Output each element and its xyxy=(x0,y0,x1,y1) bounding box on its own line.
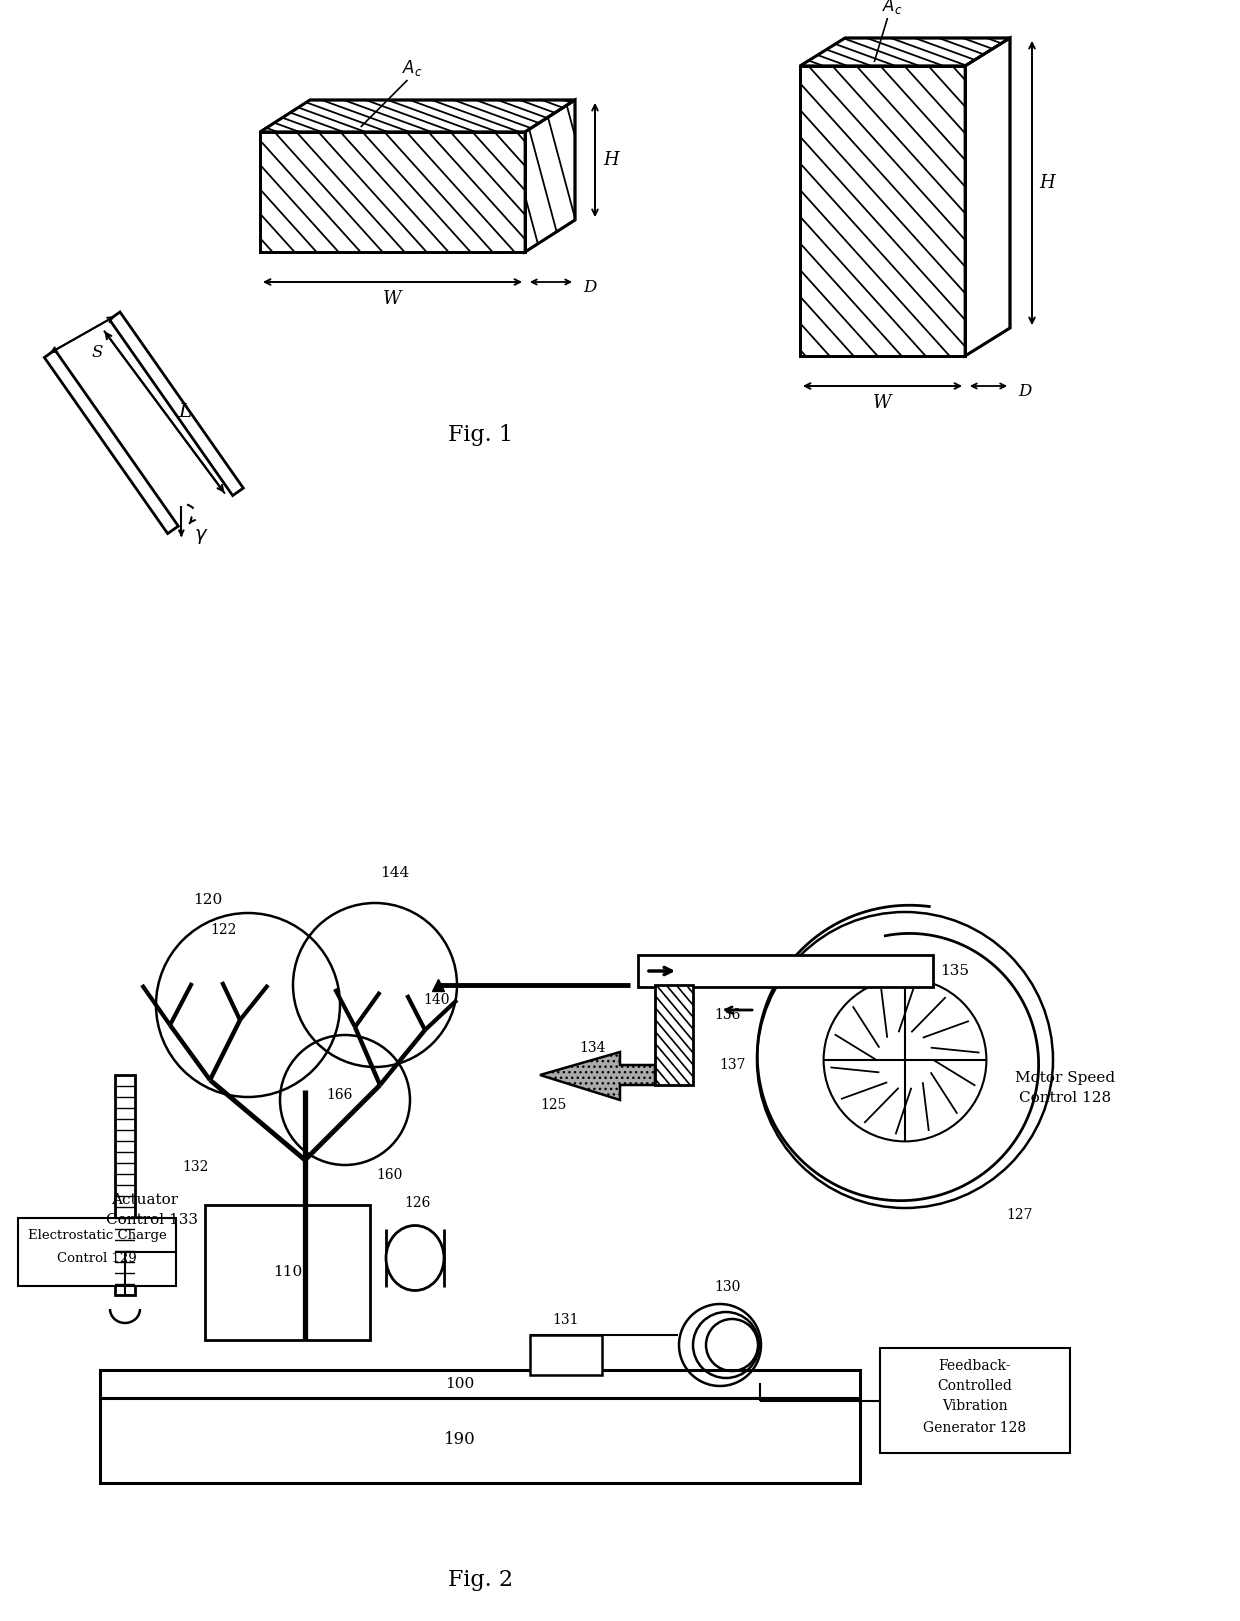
Polygon shape xyxy=(260,131,525,251)
Text: 160: 160 xyxy=(377,1169,403,1182)
Text: Control 133: Control 133 xyxy=(105,1213,198,1227)
Bar xyxy=(205,1204,370,1341)
Text: 144: 144 xyxy=(381,866,409,880)
Bar xyxy=(529,1336,601,1375)
Text: 120: 120 xyxy=(193,893,223,908)
Text: 100: 100 xyxy=(445,1376,475,1391)
Text: H: H xyxy=(1039,173,1055,191)
Text: Actuator: Actuator xyxy=(112,1193,179,1208)
Text: 131: 131 xyxy=(553,1313,579,1328)
Bar xyxy=(19,1217,176,1285)
Polygon shape xyxy=(109,311,243,496)
Text: W: W xyxy=(873,394,892,412)
Text: Electrostatic Charge: Electrostatic Charge xyxy=(27,1229,166,1243)
Text: Motor Speed: Motor Speed xyxy=(1014,1071,1115,1084)
Polygon shape xyxy=(800,37,1011,66)
Text: D: D xyxy=(583,279,596,295)
Text: $A_c$: $A_c$ xyxy=(402,58,423,78)
Text: 166: 166 xyxy=(327,1088,353,1102)
Text: S: S xyxy=(92,344,103,361)
Polygon shape xyxy=(539,1052,655,1101)
Bar xyxy=(639,955,932,987)
Polygon shape xyxy=(525,101,575,251)
Text: 190: 190 xyxy=(444,1431,476,1449)
Text: 125: 125 xyxy=(539,1097,567,1112)
Text: 132: 132 xyxy=(182,1161,208,1174)
Text: 134: 134 xyxy=(580,1041,606,1055)
Text: 140: 140 xyxy=(424,994,450,1007)
Text: 122: 122 xyxy=(210,922,236,937)
Text: Control 129: Control 129 xyxy=(57,1251,136,1264)
Text: 130: 130 xyxy=(714,1281,742,1294)
Text: Controlled: Controlled xyxy=(937,1379,1012,1392)
Text: 126: 126 xyxy=(404,1196,430,1209)
Bar xyxy=(115,1075,135,1295)
Text: Vibration: Vibration xyxy=(942,1399,1008,1414)
Polygon shape xyxy=(45,350,179,533)
Text: 137: 137 xyxy=(719,1059,746,1071)
Text: 110: 110 xyxy=(273,1266,303,1279)
Text: 136: 136 xyxy=(714,1008,742,1021)
Text: $\gamma$: $\gamma$ xyxy=(195,527,208,546)
Polygon shape xyxy=(800,66,965,357)
Text: H: H xyxy=(603,151,619,169)
Text: 127: 127 xyxy=(1007,1208,1033,1222)
Bar xyxy=(100,1397,861,1483)
Text: $A_c$: $A_c$ xyxy=(882,0,903,16)
Text: Fig. 1: Fig. 1 xyxy=(448,425,512,446)
Text: Feedback-: Feedback- xyxy=(939,1358,1012,1373)
Bar xyxy=(880,1349,1070,1452)
Bar xyxy=(655,986,693,1084)
Polygon shape xyxy=(965,37,1011,357)
Ellipse shape xyxy=(386,1225,444,1290)
Text: 135: 135 xyxy=(940,964,970,977)
Polygon shape xyxy=(260,101,575,131)
Text: Fig. 2: Fig. 2 xyxy=(448,1569,512,1590)
Text: Generator 128: Generator 128 xyxy=(924,1422,1027,1435)
Text: W: W xyxy=(383,290,402,308)
Bar xyxy=(100,1370,861,1397)
Text: L: L xyxy=(179,404,191,421)
Text: D: D xyxy=(1018,384,1032,400)
Text: Control 128: Control 128 xyxy=(1019,1091,1111,1106)
